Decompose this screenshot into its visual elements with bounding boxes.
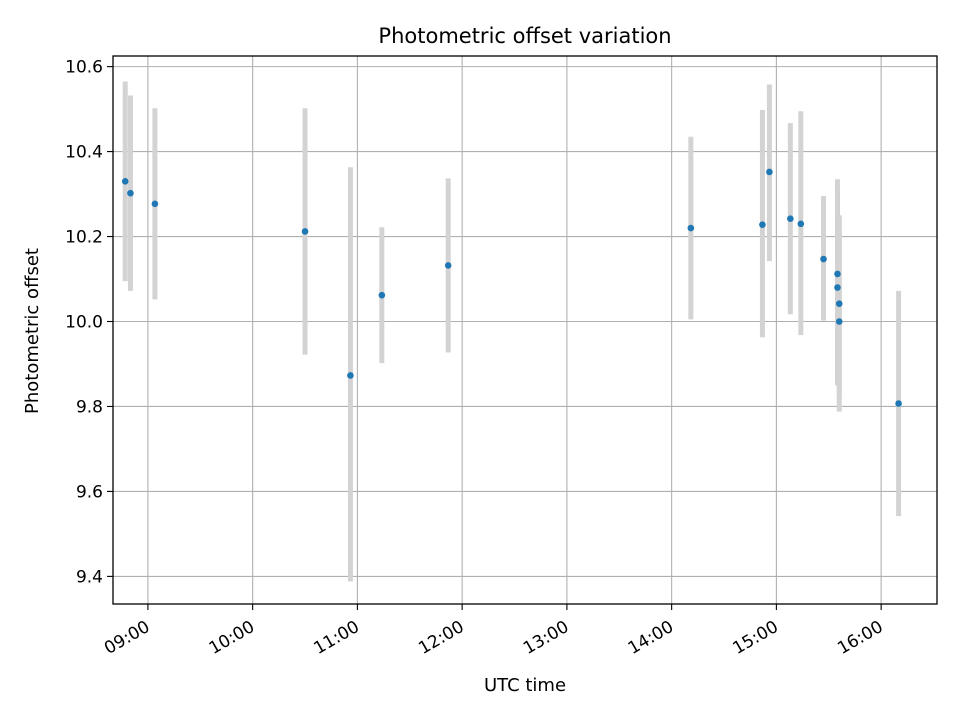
x-tick-label: 11:00 (310, 617, 362, 659)
data-point (687, 224, 695, 232)
x-tick-label: 14:00 (625, 617, 677, 659)
x-tick-label: 15:00 (729, 617, 781, 659)
x-axis-ticks: 09:00 10:00 11:00 12:00 13:00 14:00 15:00 16:00 (101, 604, 887, 659)
x-tick-label: 16:00 (834, 617, 886, 659)
y-tick-label: 10.6 (65, 58, 103, 78)
data-point (127, 189, 134, 197)
x-tick-label: 12:00 (415, 617, 467, 659)
x-axis-label: UTC time (484, 675, 566, 696)
y-axis-label: Photometric offset (22, 248, 43, 414)
data-point (444, 262, 452, 269)
data-point (835, 300, 843, 307)
data-point (835, 318, 843, 325)
data-point (797, 220, 805, 228)
y-tick-label: 10.2 (65, 228, 103, 248)
data-point (895, 400, 902, 407)
data-point (820, 255, 827, 263)
y-tick-label: 9.8 (76, 397, 103, 417)
x-tick-label: 09:00 (101, 617, 153, 659)
data-point (787, 215, 794, 223)
chart-title: Photometric offset variation (378, 24, 671, 48)
data-point (301, 228, 309, 235)
plot-frame (112, 55, 938, 605)
data-points (121, 168, 902, 407)
x-tick-label: 13:00 (520, 617, 572, 659)
data-point (834, 284, 841, 291)
data-point (766, 168, 773, 176)
data-point (121, 178, 129, 185)
y-tick-label: 9.6 (76, 482, 103, 502)
data-point (834, 270, 841, 278)
y-tick-label: 10.4 (65, 143, 103, 163)
data-point (151, 200, 159, 208)
data-point (347, 372, 354, 379)
data-point (378, 291, 386, 299)
y-tick-label: 9.4 (76, 567, 103, 587)
x-tick-label: 10:00 (206, 617, 258, 659)
error-bars (122, 81, 902, 582)
data-point (759, 221, 766, 228)
y-axis-ticks: 9.4 9.6 9.8 10.0 10.2 10.4 10.6 (65, 58, 113, 587)
grid (113, 56, 937, 604)
y-tick-label: 10.0 (65, 313, 103, 333)
